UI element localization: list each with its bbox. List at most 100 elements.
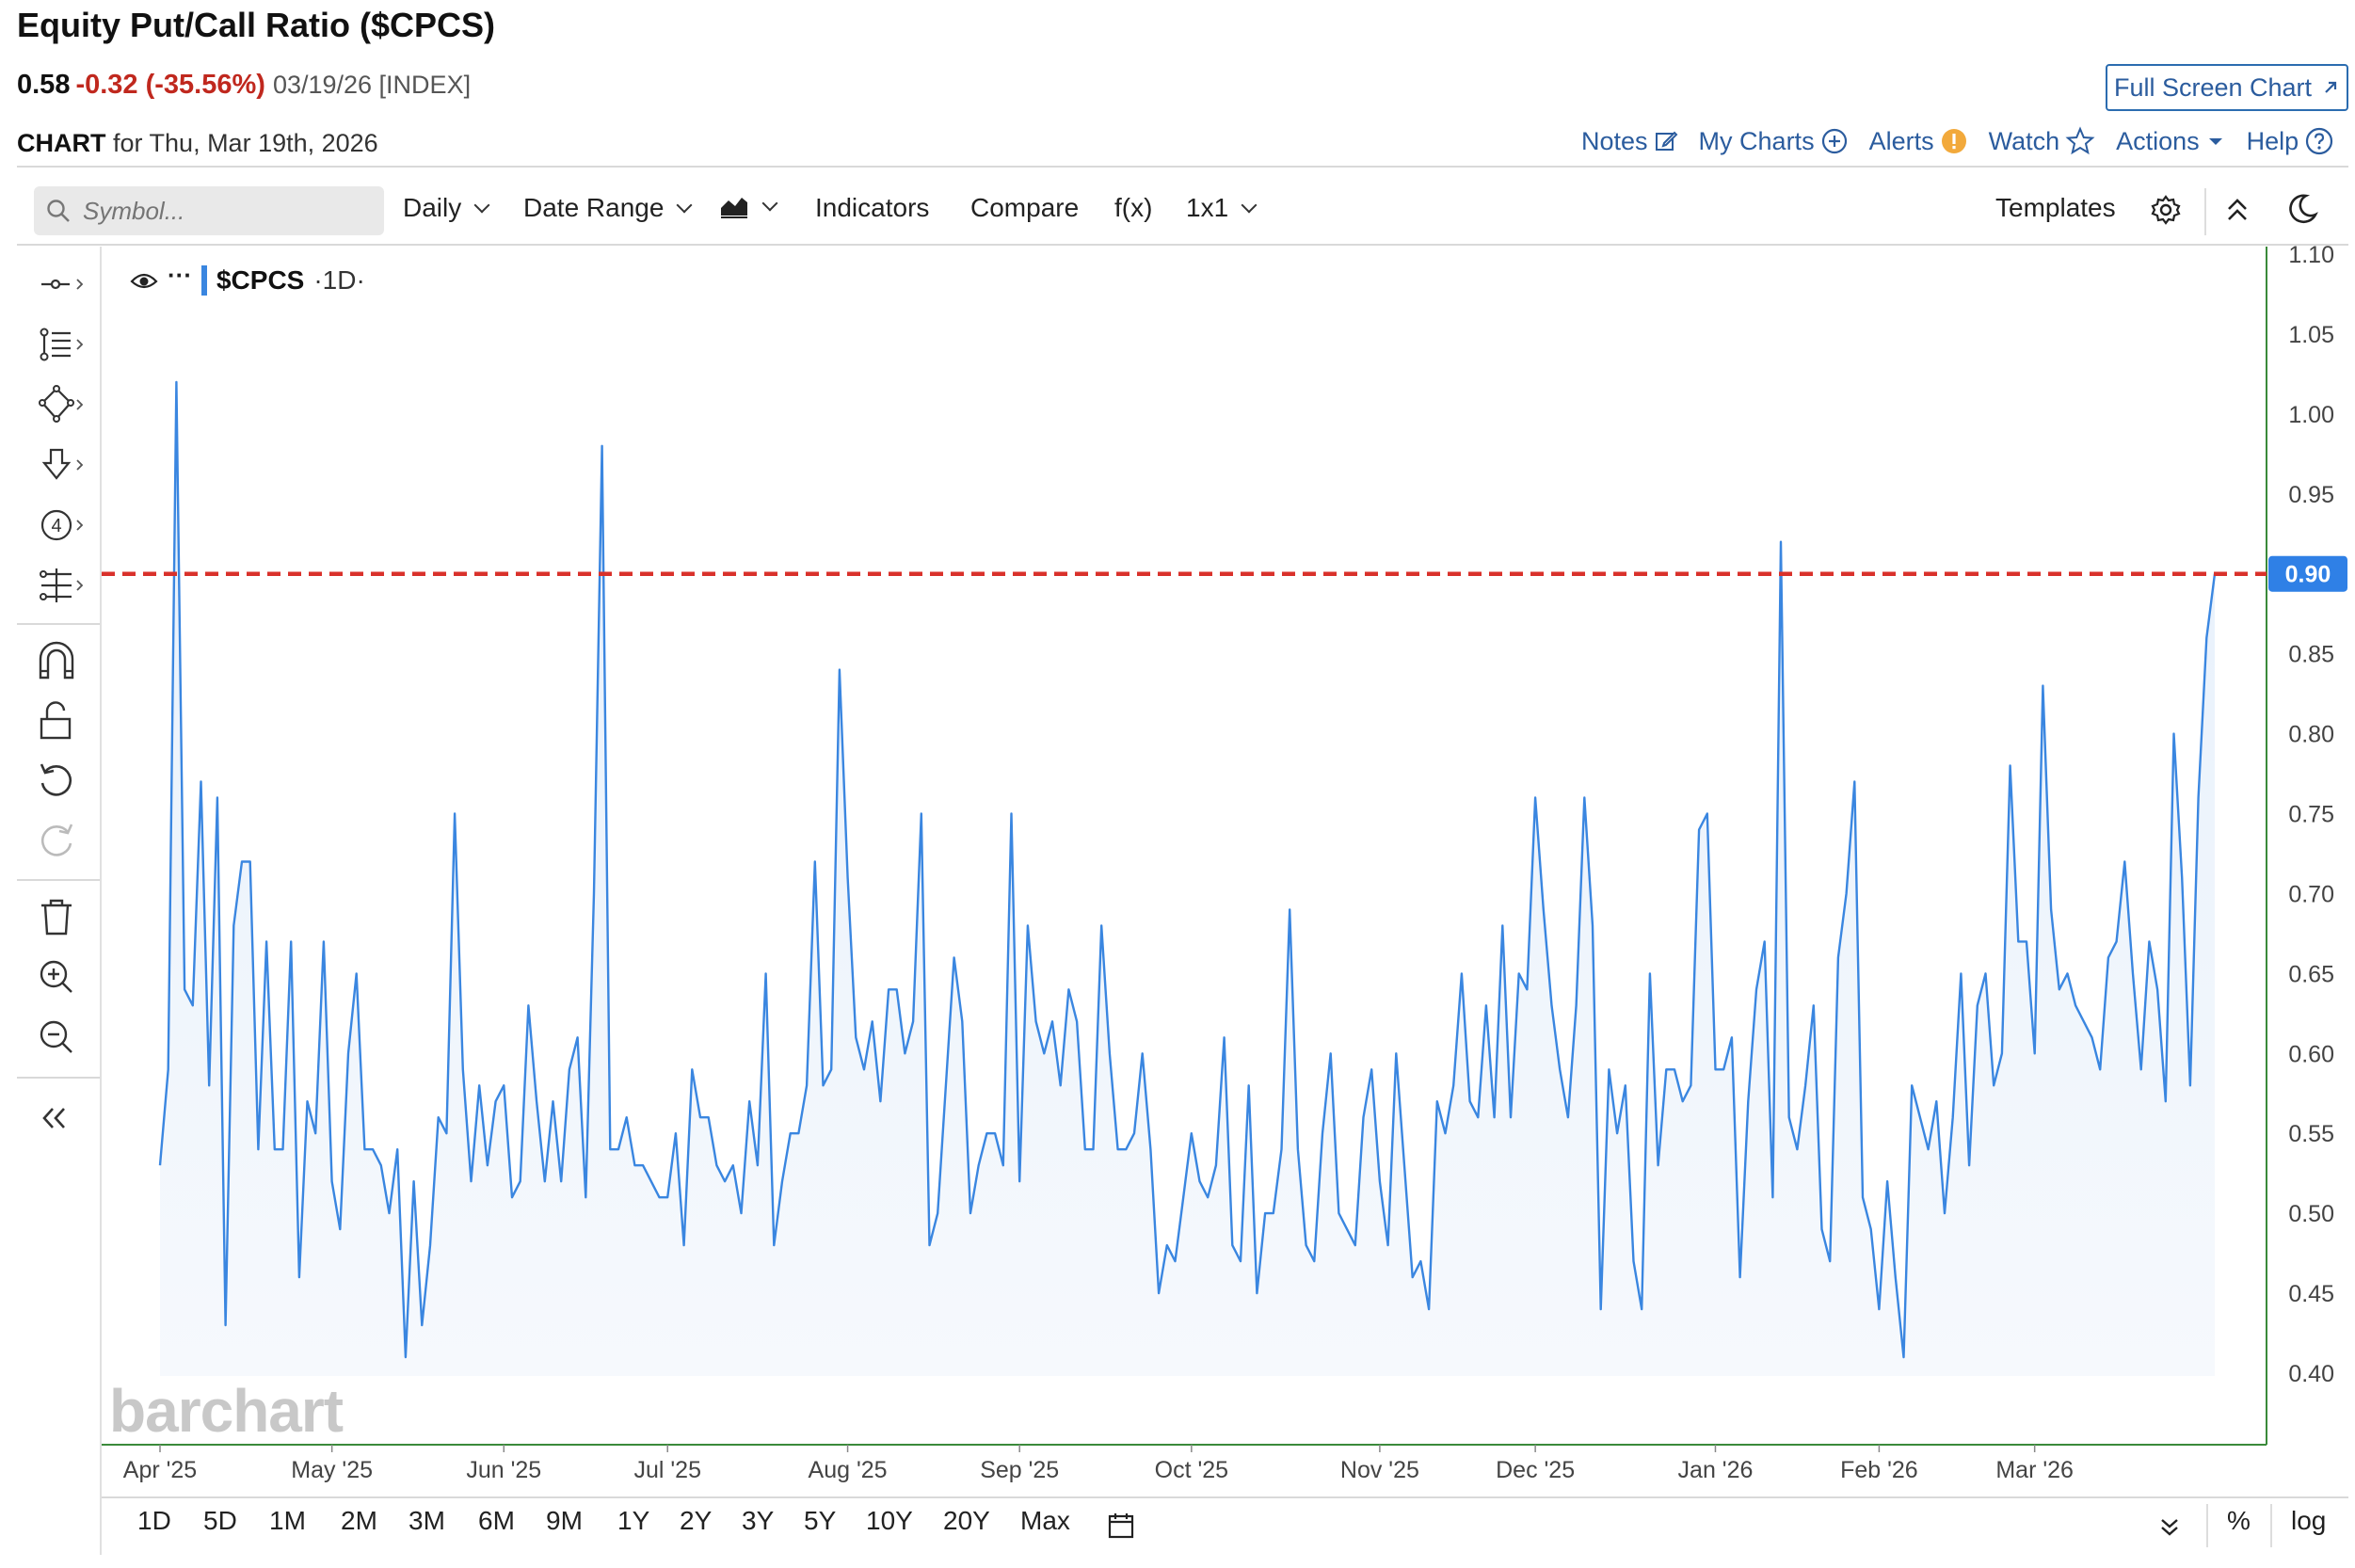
eye-icon[interactable] <box>130 270 158 291</box>
range-button-3m[interactable]: 3M <box>409 1506 445 1535</box>
last-price: 0.58 <box>17 70 71 100</box>
range-button-1y[interactable]: 1Y <box>617 1506 650 1535</box>
chart-type-select[interactable] <box>719 193 778 219</box>
quote-date: 03/19/26 [INDEX] <box>272 71 472 99</box>
y-tick-label: 0.45 <box>2288 1281 2334 1307</box>
bottom-divider-vertical <box>2270 1504 2272 1547</box>
symbol-input[interactable] <box>81 195 367 227</box>
range-button-3y[interactable]: 3Y <box>742 1506 775 1535</box>
legend-interval: ·1D· <box>313 265 365 295</box>
redo-icon[interactable] <box>36 821 88 862</box>
actions-label: Actions <box>2116 126 2200 155</box>
range-button-2m[interactable]: 2M <box>341 1506 377 1535</box>
magnet-icon[interactable] <box>36 640 88 681</box>
y-tick-label: 1.00 <box>2288 402 2334 428</box>
plus-circle-icon <box>1821 128 1847 154</box>
x-tick-label: Oct '25 <box>1155 1457 1228 1483</box>
x-tick-label: Aug '25 <box>809 1457 888 1483</box>
drawing-tools-sidebar: 4 <box>17 247 102 1555</box>
edit-icon <box>1655 131 1677 151</box>
zoom-out-icon[interactable] <box>36 1016 88 1058</box>
notes-link[interactable]: Notes <box>1581 126 1678 156</box>
alerts-link[interactable]: Alerts <box>1869 126 1968 156</box>
y-tick-label: 0.50 <box>2288 1201 2334 1227</box>
range-button-max[interactable]: Max <box>1020 1506 1070 1535</box>
range-button-1d[interactable]: 1D <box>137 1506 171 1535</box>
indicators-button[interactable]: Indicators <box>815 193 929 223</box>
trash-icon[interactable] <box>36 896 88 937</box>
notes-label: Notes <box>1581 126 1648 155</box>
dark-mode-toggle[interactable] <box>2285 192 2319 226</box>
log-scale-toggle[interactable]: log <box>2291 1506 2327 1535</box>
x-tick-label: Feb '26 <box>1840 1457 1918 1483</box>
header-divider <box>17 166 2348 168</box>
functions-button[interactable]: f(x) <box>1114 193 1152 223</box>
line-tool-icon[interactable] <box>36 264 88 305</box>
y-tick-label: 0.85 <box>2288 642 2334 668</box>
chart-for-label: CHART <box>17 129 106 157</box>
compare-button[interactable]: Compare <box>970 193 1079 223</box>
interval-select[interactable]: Daily <box>403 193 490 223</box>
y-tick-label: 0.65 <box>2288 961 2334 987</box>
range-button-5d[interactable]: 5D <box>203 1506 237 1535</box>
collapse-sidebar-icon[interactable] <box>36 1097 88 1139</box>
double-chevron-up-icon <box>2228 199 2247 220</box>
my-charts-label: My Charts <box>1698 126 1815 155</box>
more-icon[interactable]: ··· <box>168 260 192 289</box>
fibonacci-tool-icon[interactable] <box>36 324 88 365</box>
full-screen-chart-button[interactable]: Full Screen Chart <box>2106 64 2348 111</box>
series-line <box>158 380 2217 1359</box>
percent-scale-toggle[interactable]: % <box>2227 1506 2251 1535</box>
full-screen-label: Full Screen Chart <box>2113 72 2313 102</box>
area-chart-icon <box>721 198 747 218</box>
x-tick-label: Apr '25 <box>123 1457 197 1483</box>
watch-label: Watch <box>1988 126 2060 155</box>
gann-tool-icon[interactable] <box>36 565 88 606</box>
gear-icon <box>2151 195 2181 225</box>
shape-tool-icon[interactable] <box>36 384 88 425</box>
y-tick-label: 0.55 <box>2288 1121 2334 1147</box>
count-tool-icon[interactable]: 4 <box>36 504 88 546</box>
watch-link[interactable]: Watch <box>1989 126 2096 156</box>
y-tick-label: 0.75 <box>2288 802 2334 828</box>
series-cpcs <box>158 380 2217 1376</box>
arrow-down-tool-icon[interactable] <box>36 444 88 486</box>
range-button-5y[interactable]: 5Y <box>804 1506 837 1535</box>
layout-select[interactable]: 1x1 <box>1186 193 1258 223</box>
x-tick-label: Jun '25 <box>466 1457 541 1483</box>
series-legend: ··· $CPCS ·1D· <box>130 261 365 296</box>
y-tick-label: 0.80 <box>2288 722 2334 748</box>
x-tick-label: Nov '25 <box>1340 1457 1419 1483</box>
unlock-icon[interactable] <box>36 700 88 742</box>
page-title: Equity Put/Call Ratio ($CPCS) <box>17 6 496 44</box>
undo-icon[interactable] <box>36 760 88 802</box>
price-badge-label: 0.90 <box>2285 562 2331 588</box>
date-range-select[interactable]: Date Range <box>523 193 693 223</box>
range-button-1m[interactable]: 1M <box>269 1506 306 1535</box>
sidebar-divider <box>17 879 100 881</box>
calendar-icon[interactable] <box>1107 1512 1135 1540</box>
range-button-2y[interactable]: 2Y <box>680 1506 713 1535</box>
interval-label: Daily <box>403 193 462 222</box>
range-button-6m[interactable]: 6M <box>478 1506 515 1535</box>
settings-button[interactable] <box>2150 194 2182 226</box>
svg-text:4: 4 <box>51 516 61 536</box>
my-charts-link[interactable]: My Charts <box>1699 126 1849 156</box>
collapse-header-button[interactable] <box>2223 194 2251 226</box>
x-tick-label: Jan '26 <box>1678 1457 1754 1483</box>
chart-for-date: for Thu, Mar 19th, 2026 <box>113 129 378 157</box>
double-chevron-down-icon[interactable] <box>2157 1515 2182 1540</box>
range-button-9m[interactable]: 9M <box>546 1506 583 1535</box>
y-axis: 1.10 1.05 1.00 0.95 0.85 0.80 0.75 0.70 0.65 0.60… <box>2266 242 2334 1445</box>
symbol-search[interactable] <box>34 186 384 235</box>
actions-menu[interactable]: Actions <box>2116 126 2226 156</box>
range-button-10y[interactable]: 10Y <box>866 1506 913 1535</box>
y-tick-label: 0.60 <box>2288 1041 2334 1067</box>
alerts-label: Alerts <box>1868 126 1934 155</box>
help-link[interactable]: Help <box>2247 126 2335 156</box>
templates-button[interactable]: Templates <box>1995 193 2116 223</box>
zoom-in-icon[interactable] <box>36 956 88 998</box>
range-button-20y[interactable]: 20Y <box>943 1506 990 1535</box>
sidebar-divider <box>17 1077 100 1079</box>
